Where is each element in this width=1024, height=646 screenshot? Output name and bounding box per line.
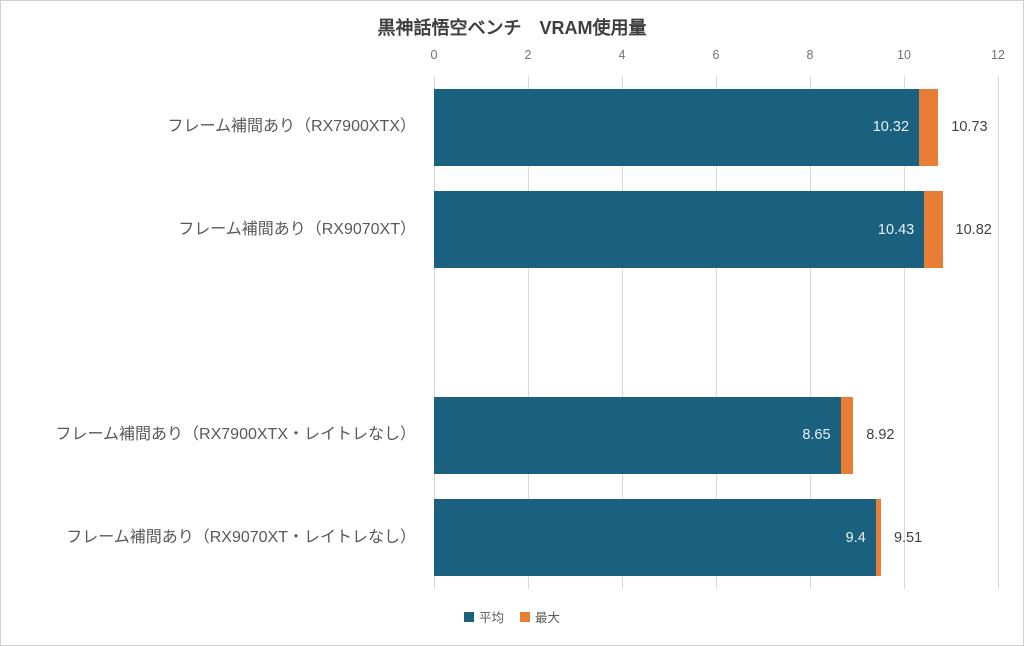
value-label-average: 10.43 [877,221,915,238]
bar-average-segment [434,499,876,577]
legend-item: 最大 [520,607,560,626]
gridline [621,76,623,589]
category-label: フレーム補間あり（RX9070XT） [178,220,416,238]
gridline [997,76,999,589]
legend-item: 平均 [463,607,504,626]
legend-label: 平均 [478,611,504,625]
chart-title: 黒神話悟空ベンチ VRAM使用量 [377,18,647,38]
value-label-max: 10.82 [955,221,992,238]
bar-max-segment [875,499,881,577]
value-label-max: 9.51 [893,529,923,546]
value-label-average: 9.4 [845,529,866,546]
legend-label: 最大 [535,611,561,625]
gridline [715,76,717,589]
category-label: フレーム補間あり（RX9070XT・レイトレなし） [66,528,416,546]
bar-average-segment [434,88,920,166]
category-label: フレーム補間あり（RX7900XTX・レイトレなし） [55,426,416,444]
x-axis-tick-label: 10 [897,48,911,62]
gridline [903,76,905,589]
value-label-average: 8.65 [802,427,831,444]
legend-swatch-average [463,611,474,622]
bar-average-segment [434,191,925,269]
gridline [433,76,435,589]
x-axis-tick-label: 8 [806,48,814,62]
legend-swatch-max [520,611,530,622]
x-axis-tick-label: 4 [618,48,626,62]
gridline [809,76,811,589]
x-axis-tick-label: 0 [430,48,438,62]
gridline [527,76,529,589]
value-label-average: 10.32 [872,119,910,136]
x-axis-tick-label: 2 [524,48,532,62]
bar-average-segment [434,396,841,474]
x-axis-tick-label: 6 [712,48,720,62]
value-label-max: 8.92 [866,427,895,444]
bar-max-segment [919,88,939,166]
category-label: フレーム補間あり（RX7900XTX） [167,118,416,136]
bar-max-segment [924,191,943,269]
legend: 平均 最大 [1,607,1023,626]
value-label-max: 10.73 [951,119,988,136]
x-axis-tick-label: 12 [991,48,1005,62]
bar-max-segment [840,396,854,474]
